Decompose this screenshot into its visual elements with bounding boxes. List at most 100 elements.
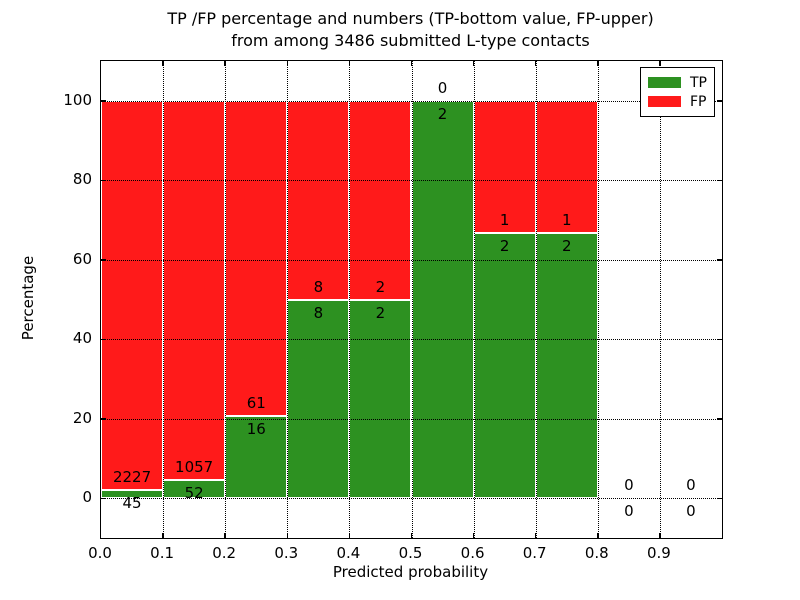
bar-tp-segment (411, 100, 474, 499)
bar-fp-segment (101, 100, 164, 491)
fp-count-label: 0 (437, 78, 448, 97)
tp-count-label: 0 (624, 502, 634, 521)
fp-count-label: 8 (313, 277, 324, 296)
bar-tp-segment (225, 415, 288, 499)
x-tick-mark (286, 533, 289, 538)
y-tick-label: 80 (72, 170, 92, 189)
chart-title-line2: from among 3486 submitted L-type contact… (231, 31, 590, 50)
x-axis-title: Predicted probability (332, 563, 489, 581)
tp-count-label: 0 (686, 502, 696, 521)
x-tick-label: 0.6 (460, 544, 485, 562)
x-tick-mark (348, 533, 351, 538)
legend: TP FP (640, 67, 715, 117)
fp-count-label: 2 (375, 277, 386, 296)
y-tick-mark (101, 100, 106, 102)
x-tick-mark (410, 61, 413, 66)
x-tick-label: 0.5 (398, 544, 423, 562)
x-tick-label: 0.0 (88, 544, 112, 562)
legend-item-fp: FP (648, 92, 707, 111)
x-tick-mark (597, 533, 599, 538)
x-tick-label: 0.2 (212, 544, 237, 562)
y-tick-label: 40 (72, 329, 92, 348)
tp-count-label: 2 (375, 303, 386, 322)
y-tick-mark (717, 259, 722, 261)
x-tick-mark (224, 61, 226, 66)
tp-count-label: 8 (313, 303, 324, 322)
y-tick-mark (717, 497, 722, 499)
x-gridline (287, 61, 289, 538)
y-tick-mark (101, 179, 106, 181)
bar-tp-segment (349, 299, 412, 499)
tp-count-label: 16 (246, 419, 266, 438)
legend-item-tp: TP (648, 73, 707, 92)
tp-count-label: 52 (184, 483, 204, 502)
fp-count-label: 0 (624, 476, 634, 495)
bar-fp-segment (287, 100, 350, 300)
x-tick-mark (224, 533, 226, 538)
y-tick-label: 100 (63, 90, 92, 109)
x-gridline (163, 61, 165, 538)
x-tick-label: 0.7 (522, 544, 547, 562)
x-tick-mark (472, 61, 475, 66)
fp-count-label: 0 (686, 476, 696, 495)
fp-count-label: 2227 (112, 468, 152, 487)
plot-area: TP FP 2227 45 1057 52 61 16 8 8 2 2 0 2 1 2 1 2 0 0 0 0 (100, 60, 723, 539)
bar-fp-segment (349, 100, 412, 300)
tp-count-label: 2 (561, 237, 572, 256)
legend-label-fp: FP (690, 93, 707, 110)
x-tick-mark (659, 533, 661, 538)
y-tick-mark (717, 418, 722, 420)
y-tick-mark (101, 497, 106, 499)
x-gridline (659, 61, 661, 538)
bar-tp-segment (473, 233, 536, 499)
x-tick-label: 0.9 (646, 544, 671, 562)
x-gridline (535, 61, 537, 538)
x-tick-label: 0.3 (274, 544, 299, 562)
bar-fp-segment (163, 100, 226, 480)
bar-tp-segment (535, 233, 598, 499)
x-tick-mark (534, 61, 537, 66)
x-tick-mark (472, 533, 475, 538)
legend-swatch-fp (648, 96, 681, 107)
y-tick-mark (101, 259, 106, 261)
x-tick-mark (286, 61, 289, 66)
x-gridline (473, 61, 475, 538)
x-gridline (225, 61, 227, 538)
y-tick-mark (717, 338, 722, 340)
fp-count-label: 1057 (175, 457, 214, 476)
y-tick-mark (717, 179, 722, 181)
bar-fp-segment (225, 100, 288, 416)
x-tick-mark (162, 533, 164, 538)
bar-tp-segment (287, 299, 350, 499)
x-tick-label: 0.4 (336, 544, 361, 562)
chart-title-line1: TP /FP percentage and numbers (TP-bottom… (167, 9, 654, 28)
y-tick-mark (717, 100, 722, 102)
tp-count-label: 2 (499, 237, 510, 256)
y-tick-label: 0 (82, 488, 92, 507)
y-tick-mark (101, 338, 106, 340)
y-tick-mark (101, 418, 106, 420)
fp-count-label: 1 (499, 211, 510, 230)
x-tick-label: 0.1 (150, 544, 175, 562)
x-tick-label: 0.8 (584, 544, 609, 562)
x-tick-mark (534, 533, 537, 538)
chart-title: TP /FP percentage and numbers (TP-bottom… (100, 8, 721, 52)
y-axis-title: Percentage (19, 255, 37, 341)
x-tick-mark (659, 61, 661, 66)
x-tick-mark (597, 61, 599, 66)
y-tick-label: 60 (72, 249, 92, 268)
x-gridline (349, 61, 351, 538)
x-tick-mark (162, 61, 164, 66)
x-tick-mark (348, 61, 351, 66)
fp-count-label: 61 (246, 393, 266, 412)
x-gridline (411, 61, 413, 538)
y-tick-label: 20 (72, 408, 92, 427)
tp-count-label: 2 (437, 104, 448, 123)
tp-count-label: 45 (122, 494, 142, 513)
x-gridline (597, 61, 599, 538)
x-tick-mark (410, 533, 413, 538)
fp-count-label: 1 (561, 211, 572, 230)
legend-label-tp: TP (690, 74, 707, 91)
legend-swatch-tp (648, 77, 681, 88)
